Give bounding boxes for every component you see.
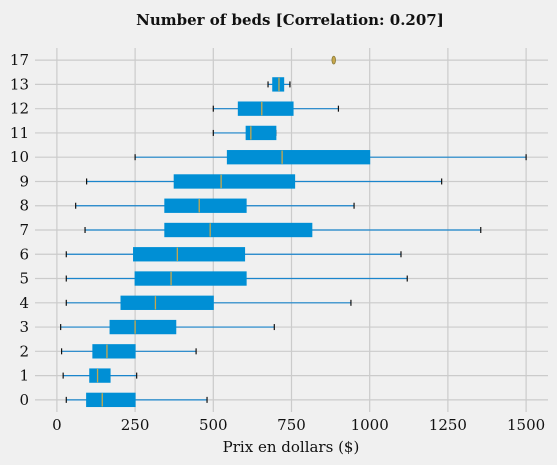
x-tick-label: 1500	[507, 416, 545, 434]
flier-point	[332, 56, 336, 64]
box	[121, 296, 213, 309]
x-tick-label: 0	[52, 416, 62, 434]
box	[135, 272, 246, 285]
y-tick-label: 10	[10, 148, 29, 166]
box-group-17	[332, 56, 336, 64]
y-tick-label: 6	[19, 245, 29, 263]
y-tick-label: 17	[10, 51, 29, 69]
box	[165, 223, 312, 236]
box	[87, 393, 135, 406]
x-axis-label: Prix en dollars ($)	[223, 438, 360, 456]
x-tick-label: 500	[199, 416, 228, 434]
box	[165, 199, 246, 212]
y-tick-label: 12	[10, 100, 29, 118]
y-tick-label: 4	[19, 294, 29, 312]
box	[93, 345, 135, 358]
y-tick-label: 1	[19, 367, 29, 385]
box	[134, 248, 245, 261]
x-tick-label: 1250	[429, 416, 467, 434]
y-tick-label: 0	[19, 391, 29, 409]
x-tick-label: 1000	[351, 416, 389, 434]
y-tick-label: 9	[19, 172, 29, 190]
y-tick-label: 7	[19, 221, 29, 239]
box	[273, 78, 284, 91]
box	[227, 151, 369, 164]
x-tick-label: 250	[121, 416, 150, 434]
box	[238, 102, 293, 115]
y-tick-label: 11	[10, 124, 29, 142]
y-tick-label: 13	[10, 75, 29, 93]
box	[90, 369, 110, 382]
y-tick-label: 8	[19, 197, 29, 215]
box	[174, 175, 294, 188]
y-tick-label: 2	[19, 342, 29, 360]
y-tick-label: 3	[19, 318, 29, 336]
box	[110, 320, 176, 333]
y-tick-label: 5	[19, 270, 29, 288]
chart-title: Number of beds [Correlation: 0.207]	[136, 11, 444, 29]
x-tick-label: 750	[277, 416, 306, 434]
